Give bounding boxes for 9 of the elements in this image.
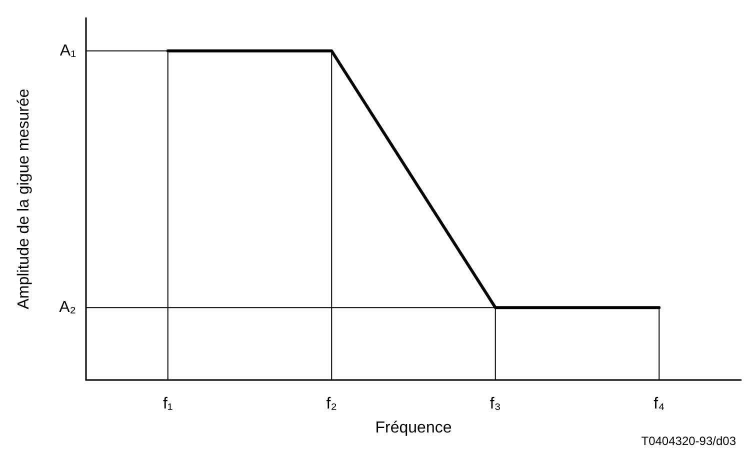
ref-line-label: A₁ <box>60 42 76 60</box>
x-tick-label: f₃ <box>490 396 501 412</box>
x-tick-label: f₄ <box>654 396 665 412</box>
text: T0404320-93/d03 <box>641 434 736 448</box>
x-tick-label: f₂ <box>326 396 337 412</box>
ref-line-label: A₂ <box>59 299 76 316</box>
y-axis-title: Amplitude de la gigue mesurée <box>16 88 32 310</box>
x-axis-title: Fréquence <box>375 420 452 436</box>
x-tick-label: f₁ <box>162 396 173 412</box>
